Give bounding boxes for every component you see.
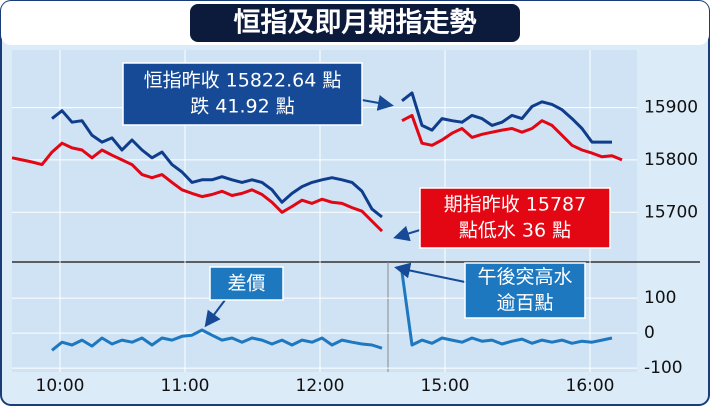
- arrow: [394, 262, 466, 283]
- annotation-text: 恒指昨收 15822.64 點: [144, 70, 342, 92]
- series-line: [11, 113, 623, 233]
- y-tick-label: 15800: [644, 150, 698, 170]
- x-tick-label: 12:00: [296, 376, 345, 396]
- title-box: [190, 4, 520, 42]
- annotation-box: [419, 187, 611, 249]
- x-tick-label: 10:00: [36, 376, 85, 396]
- x-tick-label: 11:00: [161, 376, 210, 396]
- series-line: [51, 271, 613, 352]
- y-tick-label: -100: [644, 358, 683, 378]
- y-tick-label: 0: [644, 323, 655, 343]
- series-label-box: [209, 266, 284, 301]
- annotation-text: 午後突高水: [477, 266, 572, 288]
- y-tick-label: 15700: [644, 202, 698, 222]
- annotation-text: 逾百點: [496, 292, 553, 314]
- annotation-box: [464, 262, 586, 319]
- x-tick-label: 16:00: [566, 376, 615, 396]
- annotation-text: 點低水 36 點: [459, 220, 571, 242]
- x-tick-label: 15:00: [421, 376, 470, 396]
- annotation-box: [122, 62, 363, 126]
- annotation-text: 期指昨收 15787: [444, 194, 586, 216]
- annotation-text: 跌 41.92 點: [190, 96, 294, 118]
- arrow: [393, 225, 421, 242]
- arrow: [361, 95, 394, 111]
- arrow: [204, 299, 226, 328]
- series-label: 差價: [227, 273, 265, 295]
- y-tick-label: 100: [644, 288, 676, 308]
- y-tick-label: 15900: [644, 98, 698, 118]
- chart-title: 恒指及即月期指走勢: [234, 8, 477, 39]
- series-line: [51, 91, 612, 219]
